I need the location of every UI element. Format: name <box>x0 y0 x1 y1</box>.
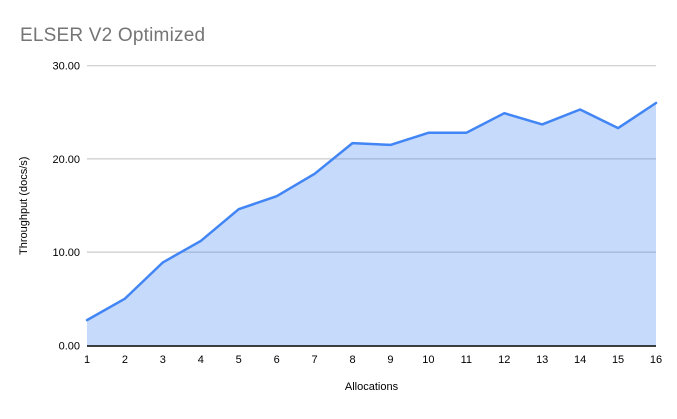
x-tick-label: 8 <box>349 354 355 366</box>
x-tick-label: 5 <box>236 354 242 366</box>
y-tick-label: 30.00 <box>52 61 80 73</box>
x-tick-label: 1 <box>84 354 90 366</box>
x-tick-label: 10 <box>422 354 434 366</box>
x-tick-label: 11 <box>461 354 472 366</box>
x-tick-label: 7 <box>312 354 318 366</box>
x-tick-label: 4 <box>198 354 204 366</box>
x-tick-label: 2 <box>122 354 128 366</box>
x-tick-label: 9 <box>387 354 393 366</box>
series-line <box>85 101 658 322</box>
x-axis-title: Allocations <box>344 381 399 393</box>
y-tick-label: 10.00 <box>52 247 80 259</box>
x-tick-label: 12 <box>498 354 510 366</box>
x-tick-label: 6 <box>274 354 280 366</box>
chart-title: ELSER V2 Optimized <box>20 25 206 46</box>
area-fill <box>87 103 656 346</box>
x-tick-label: 15 <box>612 354 624 366</box>
x-tick-label: 13 <box>536 354 548 366</box>
y-tick-label: 0.00 <box>59 340 80 352</box>
x-tick-label: 3 <box>160 354 166 366</box>
y-tick-label: 20.00 <box>52 154 80 166</box>
x-tick-label: 14 <box>574 354 586 366</box>
x-tick-label: 16 <box>650 354 662 366</box>
